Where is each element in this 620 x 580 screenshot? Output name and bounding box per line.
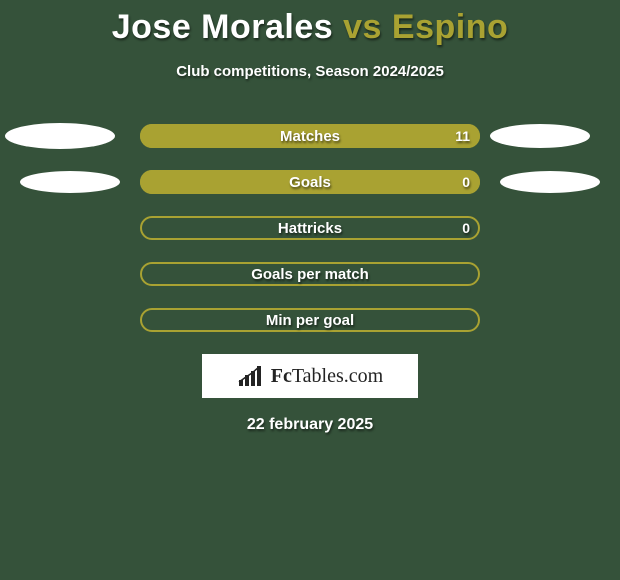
decorative-ellipse	[490, 124, 590, 148]
vs-text: vs	[343, 8, 382, 46]
bar-area: Goals0	[140, 170, 480, 194]
bar-label: Goals per match	[140, 262, 480, 286]
stat-row: Matches11	[0, 124, 620, 148]
bar-value: 0	[462, 170, 470, 194]
bar-label: Hattricks	[140, 216, 480, 240]
decorative-ellipse	[20, 171, 120, 193]
bar-area: Hattricks0	[140, 216, 480, 240]
bar-label: Goals	[140, 170, 480, 194]
decorative-ellipse	[5, 123, 115, 149]
stat-row: Hattricks0	[0, 216, 620, 240]
bar-label: Matches	[140, 124, 480, 148]
bar-value: 0	[462, 216, 470, 240]
player2-name: Espino	[392, 8, 508, 46]
date-text: 22 february 2025	[0, 416, 620, 434]
page-title: Jose Morales vs Espino	[0, 0, 620, 47]
stat-row: Min per goal	[0, 308, 620, 332]
stats-rows: Matches11Goals0Hattricks0Goals per match…	[0, 124, 620, 332]
logo-text: FcTables.com	[271, 365, 383, 388]
bar-area: Min per goal	[140, 308, 480, 332]
bar-area: Matches11	[140, 124, 480, 148]
logo-bars-icon	[237, 364, 267, 388]
logo-suffix: Tables.com	[292, 365, 383, 387]
stat-row: Goals0	[0, 170, 620, 194]
decorative-ellipse	[500, 171, 600, 193]
bar-area: Goals per match	[140, 262, 480, 286]
player1-name: Jose Morales	[112, 8, 333, 46]
bar-value: 11	[455, 124, 470, 148]
subtitle: Club competitions, Season 2024/2025	[0, 63, 620, 80]
logo-prefix: Fc	[271, 365, 292, 387]
logo-box: FcTables.com	[202, 354, 418, 398]
stat-row: Goals per match	[0, 262, 620, 286]
bar-label: Min per goal	[140, 308, 480, 332]
